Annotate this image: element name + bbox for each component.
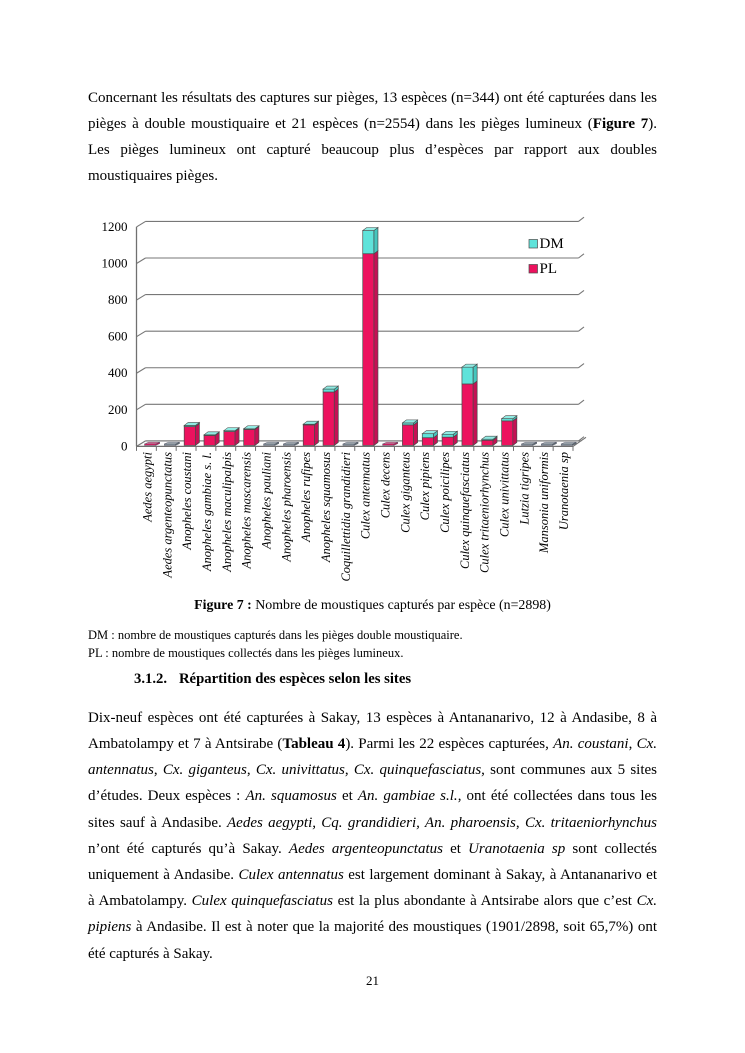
svg-text:Culex decens: Culex decens <box>379 452 393 518</box>
svg-text:Uranotaenia sp: Uranotaenia sp <box>557 452 571 530</box>
svg-text:Anopheles rufipes: Anopheles rufipes <box>299 452 313 543</box>
svg-text:Coquillettidia grandidieri: Coquillettidia grandidieri <box>339 451 353 581</box>
svg-text:Culex quinquefasciatus: Culex quinquefasciatus <box>458 452 472 569</box>
svg-text:Anopheles gambiae s. l.: Anopheles gambiae s. l. <box>200 452 214 572</box>
svg-text:Culex giganteus: Culex giganteus <box>398 452 412 533</box>
svg-text:Aedes argenteopunctatus: Aedes argenteopunctatus <box>160 452 174 579</box>
svg-text:Anopheles coustani: Anopheles coustani <box>180 451 194 550</box>
svg-text:PL: PL <box>540 261 558 277</box>
svg-text:Culex poicilipes: Culex poicilipes <box>438 452 452 533</box>
svg-text:200: 200 <box>108 402 128 417</box>
svg-text:1000: 1000 <box>102 256 128 271</box>
svg-text:Culex univittatus: Culex univittatus <box>498 452 512 537</box>
svg-text:Aedes aegypti: Aedes aegypti <box>140 451 154 522</box>
svg-text:0: 0 <box>121 438 128 453</box>
svg-text:Lutzia tigripes: Lutzia tigripes <box>517 452 531 526</box>
svg-text:Culex antennatus: Culex antennatus <box>359 452 373 539</box>
svg-text:Anopheles squamosus: Anopheles squamosus <box>319 452 333 563</box>
svg-text:1200: 1200 <box>102 219 128 234</box>
svg-text:DM: DM <box>540 236 564 252</box>
svg-text:Anopheles maculipalpis: Anopheles maculipalpis <box>220 452 234 573</box>
svg-text:Culex pipiens: Culex pipiens <box>418 452 432 521</box>
svg-text:Anopheles mascarensis: Anopheles mascarensis <box>240 452 254 570</box>
svg-text:Mansonia uniformis: Mansonia uniformis <box>537 452 551 554</box>
svg-text:600: 600 <box>108 329 128 344</box>
svg-text:800: 800 <box>108 292 128 307</box>
svg-text:Culex tritaeniorhynchus: Culex tritaeniorhynchus <box>478 452 492 573</box>
svg-text:Anopheles pauliani: Anopheles pauliani <box>259 451 273 549</box>
svg-text:Anopheles pharoensis: Anopheles pharoensis <box>279 452 293 563</box>
svg-text:400: 400 <box>108 365 128 380</box>
